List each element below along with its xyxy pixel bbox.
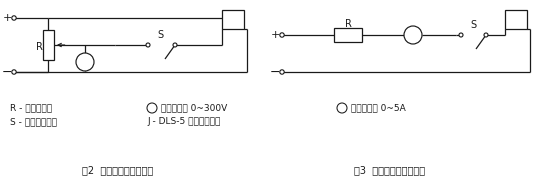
Text: S: S bbox=[470, 20, 476, 30]
Text: 直流电压表 0~300V: 直流电压表 0~300V bbox=[158, 104, 227, 112]
Bar bbox=[42, 30, 54, 60]
Text: S: S bbox=[157, 30, 163, 40]
Circle shape bbox=[146, 43, 150, 47]
Text: V: V bbox=[82, 58, 88, 66]
Bar bbox=[505, 9, 527, 29]
Circle shape bbox=[404, 26, 422, 44]
Bar bbox=[222, 9, 244, 29]
Text: J - DLS-5 双位置继电器: J - DLS-5 双位置继电器 bbox=[147, 118, 220, 126]
Text: A: A bbox=[410, 31, 416, 39]
Circle shape bbox=[459, 33, 463, 37]
Circle shape bbox=[147, 103, 157, 113]
Text: S - 单刀单掷开关: S - 单刀单掷开关 bbox=[10, 118, 57, 126]
Circle shape bbox=[337, 103, 347, 113]
Text: +: + bbox=[270, 30, 280, 40]
Text: +: + bbox=[2, 13, 12, 23]
Text: −: − bbox=[2, 66, 12, 78]
Text: 图2  动作电压检验线路图: 图2 动作电压检验线路图 bbox=[83, 165, 154, 175]
Circle shape bbox=[280, 70, 284, 74]
Circle shape bbox=[173, 43, 177, 47]
Text: A: A bbox=[340, 106, 344, 110]
Text: 直流电流表 0~5A: 直流电流表 0~5A bbox=[348, 104, 406, 112]
Text: R: R bbox=[345, 19, 352, 29]
Text: J: J bbox=[232, 14, 235, 24]
Circle shape bbox=[484, 33, 488, 37]
Text: R: R bbox=[35, 42, 42, 52]
Text: J: J bbox=[515, 14, 517, 24]
Bar bbox=[334, 28, 362, 42]
Text: 图3  动作电流检验线路图: 图3 动作电流检验线路图 bbox=[354, 165, 426, 175]
Text: R - 滑线电阻器: R - 滑线电阻器 bbox=[10, 104, 52, 112]
Circle shape bbox=[280, 33, 284, 37]
Circle shape bbox=[76, 53, 94, 71]
Text: −: − bbox=[270, 66, 280, 78]
Text: V: V bbox=[150, 106, 154, 110]
Circle shape bbox=[12, 16, 16, 20]
Circle shape bbox=[12, 70, 16, 74]
